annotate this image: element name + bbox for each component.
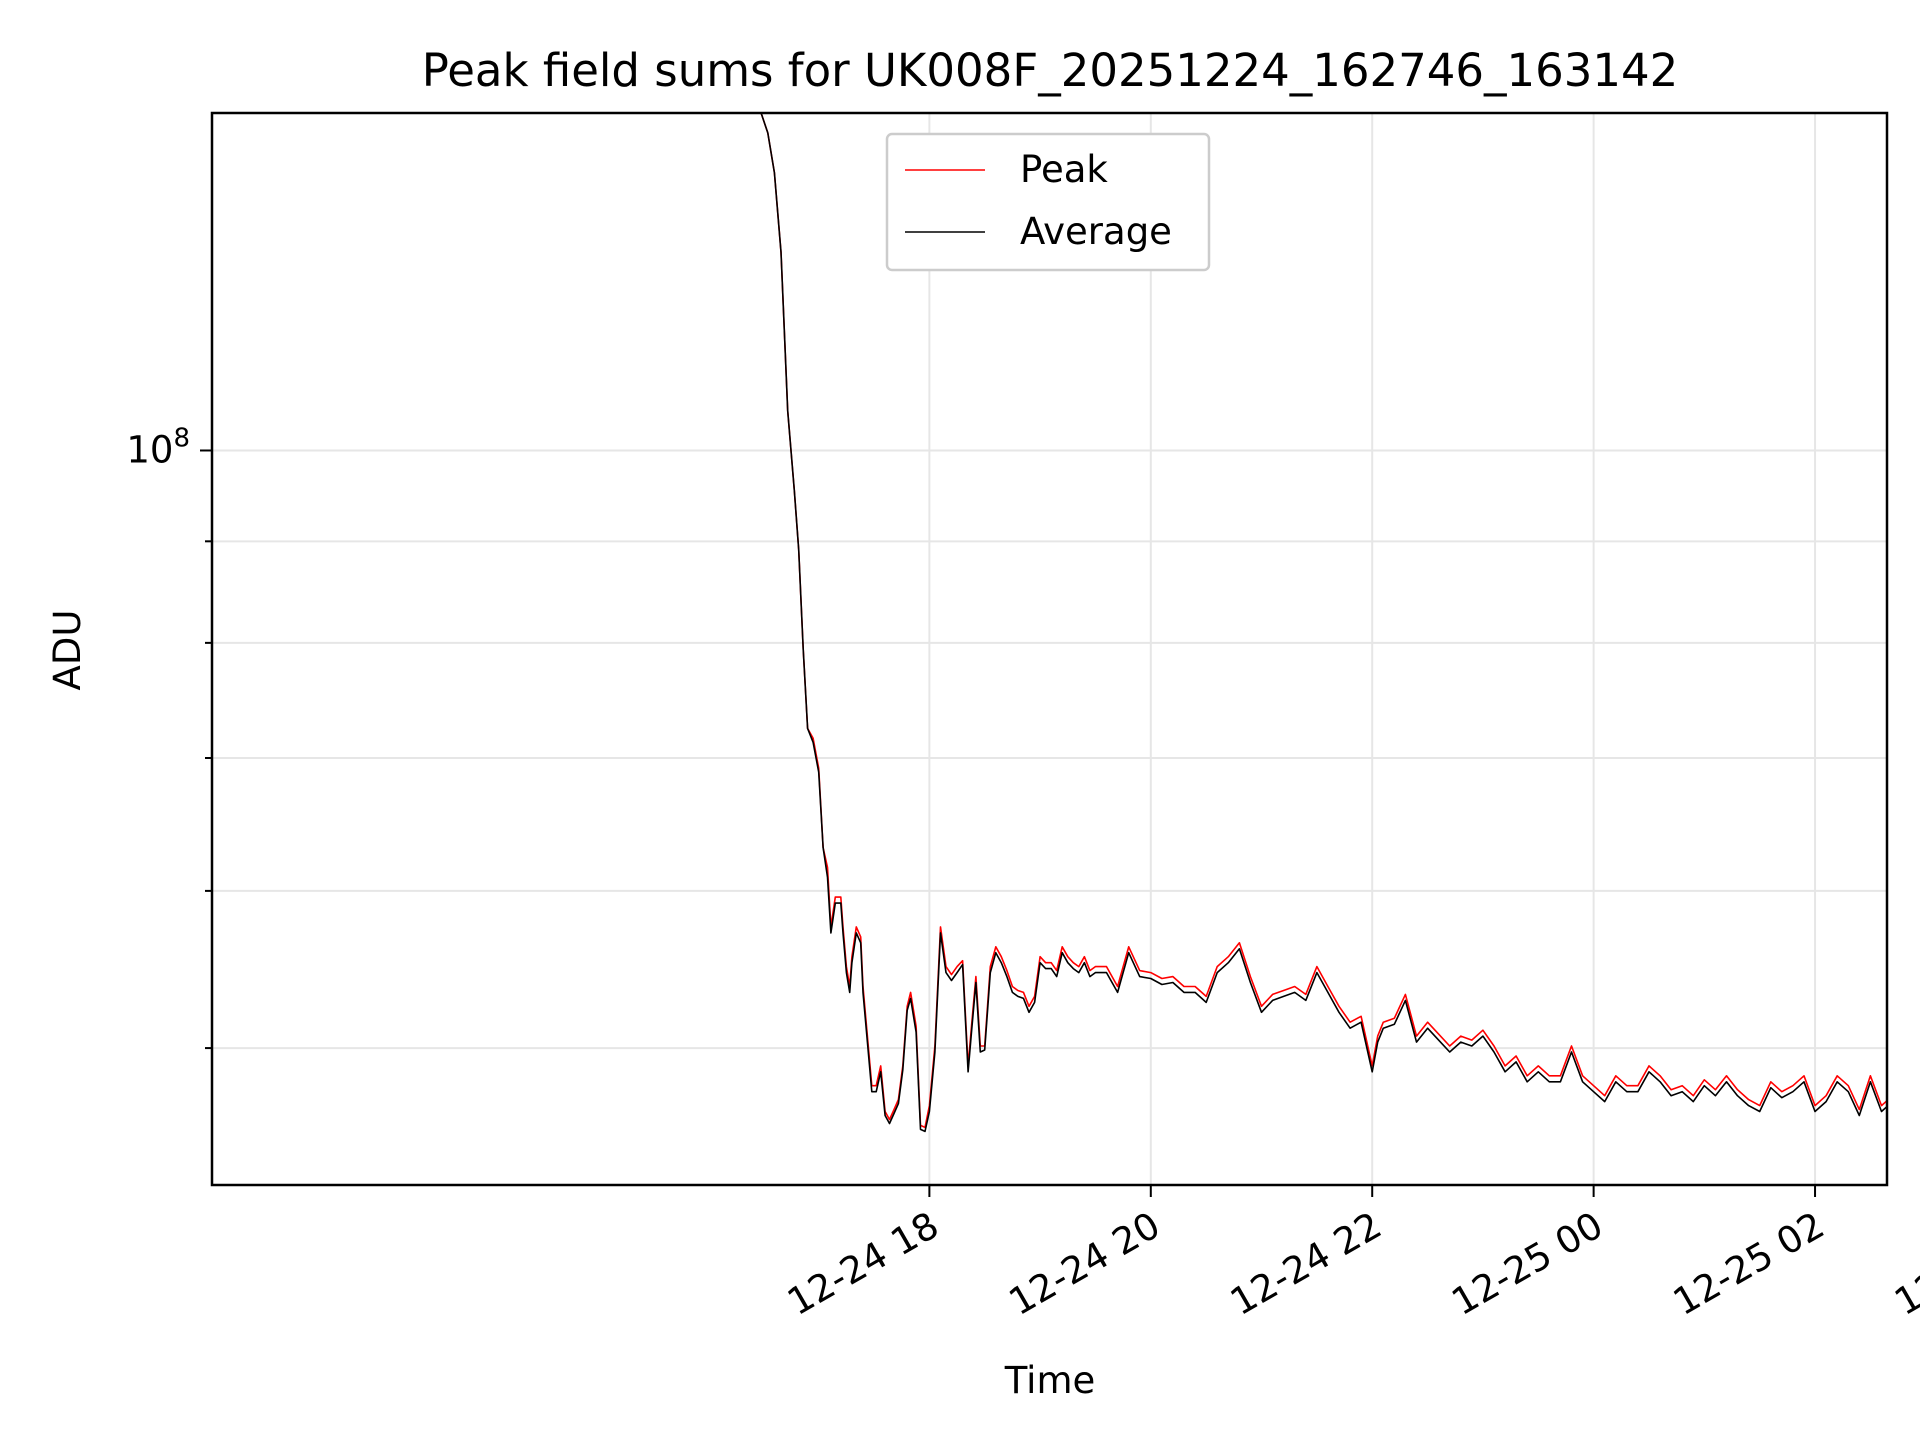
y-tick-label: 108 xyxy=(126,423,190,471)
legend-label-average: Average xyxy=(1020,210,1172,253)
series-line-average xyxy=(760,113,1887,1133)
legend: Peak Average xyxy=(885,132,1211,272)
x-axis-label: Time xyxy=(1004,1359,1096,1402)
y-axis: 108 xyxy=(126,423,212,1050)
y-axis-label: ADU xyxy=(46,610,89,691)
chart-title: Peak field sums for UK008F_20251224_1627… xyxy=(422,44,1679,97)
plot-area-frame xyxy=(210,111,1889,1187)
legend-label-peak: Peak xyxy=(1020,148,1108,191)
legend-box xyxy=(885,132,1211,272)
grid xyxy=(212,113,1887,1185)
series-group xyxy=(760,113,1887,1133)
